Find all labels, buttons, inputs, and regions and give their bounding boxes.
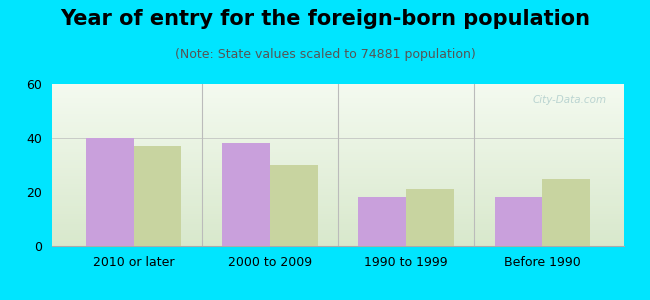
Bar <box>52 149 624 152</box>
Bar <box>134 146 181 246</box>
Bar <box>52 100 624 103</box>
Bar <box>52 200 624 203</box>
Legend: 74881, Oklahoma: 74881, Oklahoma <box>235 298 441 300</box>
Bar <box>52 89 624 92</box>
Bar <box>52 103 624 106</box>
Bar <box>52 116 624 119</box>
Bar <box>406 189 454 246</box>
Bar <box>52 160 624 162</box>
Bar <box>270 165 318 246</box>
Bar <box>52 178 624 181</box>
Bar <box>52 157 624 160</box>
Bar <box>52 222 624 224</box>
Bar <box>52 227 624 230</box>
Bar <box>52 138 624 141</box>
Bar <box>52 208 624 211</box>
Bar <box>52 98 624 100</box>
Bar <box>52 184 624 187</box>
Bar <box>52 206 624 208</box>
Bar <box>52 197 624 200</box>
Bar <box>52 241 624 243</box>
Bar <box>52 243 624 246</box>
Bar <box>52 168 624 170</box>
Bar <box>52 187 624 189</box>
Bar <box>52 195 624 197</box>
Bar <box>52 176 624 178</box>
Bar <box>52 106 624 108</box>
Bar <box>52 214 624 216</box>
Bar <box>52 173 624 176</box>
Bar <box>52 108 624 111</box>
Bar <box>52 224 624 227</box>
Bar <box>52 181 624 184</box>
Bar <box>52 219 624 222</box>
Bar <box>52 87 624 89</box>
Bar <box>52 95 624 98</box>
Bar <box>52 135 624 138</box>
Bar <box>52 165 624 168</box>
Bar <box>52 143 624 146</box>
Bar <box>52 111 624 114</box>
Bar <box>52 133 624 135</box>
Bar <box>52 84 624 87</box>
Bar <box>52 238 624 241</box>
Bar <box>52 124 624 127</box>
Bar <box>52 189 624 192</box>
Bar <box>52 162 624 165</box>
Bar <box>52 127 624 130</box>
Bar <box>52 211 624 214</box>
Bar <box>52 232 624 235</box>
Bar <box>542 178 590 246</box>
Bar <box>52 235 624 238</box>
Bar <box>222 143 270 246</box>
Bar <box>52 122 624 124</box>
Bar <box>52 154 624 157</box>
Bar <box>358 197 406 246</box>
Bar <box>52 170 624 173</box>
Bar <box>52 141 624 143</box>
Text: City-Data.com: City-Data.com <box>533 95 607 105</box>
Text: (Note: State values scaled to 74881 population): (Note: State values scaled to 74881 popu… <box>175 48 475 61</box>
Bar <box>495 197 542 246</box>
Bar <box>52 114 624 116</box>
Bar <box>52 192 624 195</box>
Bar <box>52 203 624 206</box>
Bar <box>52 119 624 122</box>
Bar <box>52 92 624 95</box>
Bar <box>86 138 134 246</box>
Bar <box>52 230 624 232</box>
Bar <box>52 216 624 219</box>
Bar <box>52 130 624 133</box>
Bar <box>52 146 624 149</box>
Bar <box>52 152 624 154</box>
Text: Year of entry for the foreign-born population: Year of entry for the foreign-born popul… <box>60 9 590 29</box>
